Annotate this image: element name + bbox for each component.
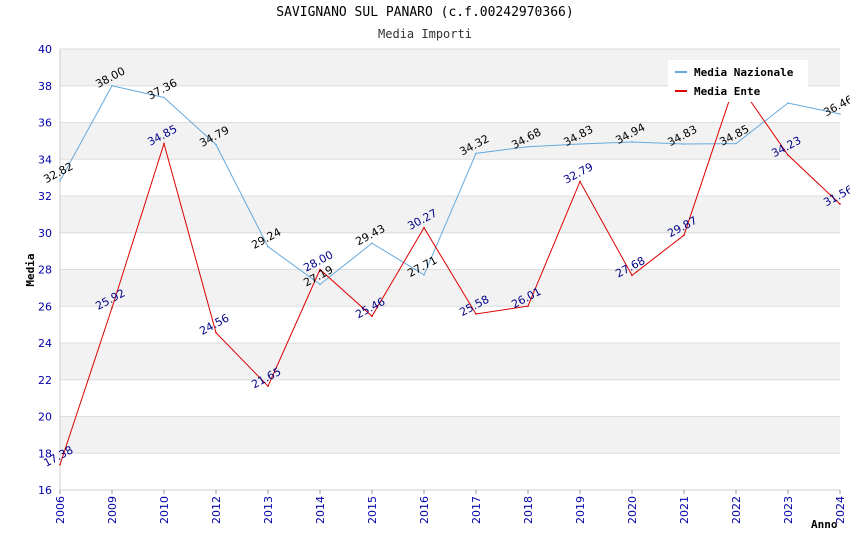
y-tick-label: 18 bbox=[38, 447, 52, 460]
legend: Media Nazionale Media Ente bbox=[668, 60, 808, 102]
data-point bbox=[787, 102, 789, 104]
chart-subtitle: Media Importi bbox=[378, 27, 472, 41]
data-point bbox=[839, 203, 841, 205]
x-tick-label: 2015 bbox=[366, 496, 379, 524]
x-tick-label: 2017 bbox=[470, 496, 483, 524]
x-tick-label: 2006 bbox=[54, 496, 67, 524]
data-point bbox=[59, 463, 61, 466]
y-tick-label: 16 bbox=[38, 484, 52, 497]
data-point bbox=[111, 84, 113, 87]
grid-band bbox=[60, 343, 840, 380]
data-point bbox=[423, 274, 425, 276]
data-point bbox=[215, 143, 217, 146]
data-point bbox=[163, 142, 165, 145]
data-point bbox=[735, 142, 737, 145]
data-point bbox=[319, 268, 321, 271]
data-point bbox=[579, 180, 581, 183]
legend-entry: Media Ente bbox=[694, 85, 761, 98]
x-tick-label: 2021 bbox=[678, 496, 691, 524]
data-label: 36.46 bbox=[821, 93, 850, 119]
x-tick-label: 2022 bbox=[730, 496, 743, 524]
data-point bbox=[631, 274, 633, 277]
y-tick-label: 30 bbox=[38, 227, 52, 240]
series-line-media-ente bbox=[59, 79, 841, 465]
x-tick-label: 2014 bbox=[314, 496, 327, 524]
legend-entry: Media Nazionale bbox=[694, 66, 794, 79]
series-line-media-nazionale bbox=[59, 85, 841, 286]
x-tick-label: 2013 bbox=[262, 496, 275, 524]
data-point bbox=[683, 234, 685, 236]
x-tick-label: 2023 bbox=[782, 496, 795, 524]
grid-band bbox=[60, 122, 840, 160]
y-tick-label: 34 bbox=[38, 153, 52, 166]
x-ticks: 2006 2009 2010 2012 2013 2014 2015 2016 2017 2018… bbox=[54, 496, 847, 524]
y-axis-title: Media bbox=[24, 253, 37, 286]
grid-band bbox=[60, 416, 840, 454]
y-ticks: 16 18 20 22 24 26 28 30 32 34 36 38 40 bbox=[38, 43, 52, 497]
x-tick-label: 2018 bbox=[522, 496, 535, 524]
x-tick-label: 2009 bbox=[106, 496, 119, 524]
x-tick-label: 2019 bbox=[574, 496, 587, 524]
y-tick-label: 32 bbox=[38, 190, 52, 203]
x-tick-label: 2024 bbox=[834, 496, 847, 524]
data-point bbox=[371, 315, 373, 317]
data-point bbox=[111, 306, 113, 309]
data-point bbox=[475, 152, 477, 155]
data-point bbox=[423, 226, 425, 229]
data-point bbox=[787, 154, 789, 156]
x-tick-label: 2020 bbox=[626, 496, 639, 524]
data-point bbox=[371, 242, 373, 245]
data-point bbox=[839, 113, 841, 115]
y-tick-label: 40 bbox=[38, 43, 52, 56]
data-point bbox=[683, 143, 685, 145]
data-point bbox=[267, 385, 269, 387]
y-tick-label: 28 bbox=[38, 264, 52, 277]
data-point bbox=[527, 145, 529, 148]
series-lines bbox=[59, 79, 841, 466]
data-point bbox=[215, 331, 217, 334]
x-tick-label: 2012 bbox=[210, 496, 223, 524]
grid-band bbox=[60, 269, 840, 307]
data-label: 24.56 bbox=[197, 311, 231, 337]
data-point bbox=[59, 180, 61, 182]
data-point bbox=[475, 313, 477, 315]
x-tick-label: 2016 bbox=[418, 496, 431, 524]
data-point bbox=[631, 141, 633, 143]
data-point bbox=[319, 283, 321, 286]
y-tick-label: 36 bbox=[38, 117, 52, 130]
x-tick-label: 2010 bbox=[158, 496, 171, 524]
y-tick-label: 22 bbox=[38, 374, 52, 387]
data-point bbox=[527, 305, 529, 307]
y-tick-label: 24 bbox=[38, 337, 52, 350]
data-point bbox=[267, 245, 269, 248]
legend-box bbox=[668, 60, 808, 102]
y-tick-label: 20 bbox=[38, 411, 52, 424]
chart-title: SAVIGNANO SUL PANARO (c.f.00242970366) bbox=[276, 5, 574, 20]
data-point bbox=[163, 96, 165, 99]
y-tick-label: 26 bbox=[38, 300, 52, 313]
x-axis-title: Anno bbox=[811, 518, 838, 531]
data-point bbox=[579, 143, 581, 145]
y-tick-label: 38 bbox=[38, 80, 52, 93]
axes bbox=[59, 49, 841, 494]
data-label: 32.79 bbox=[561, 160, 595, 186]
